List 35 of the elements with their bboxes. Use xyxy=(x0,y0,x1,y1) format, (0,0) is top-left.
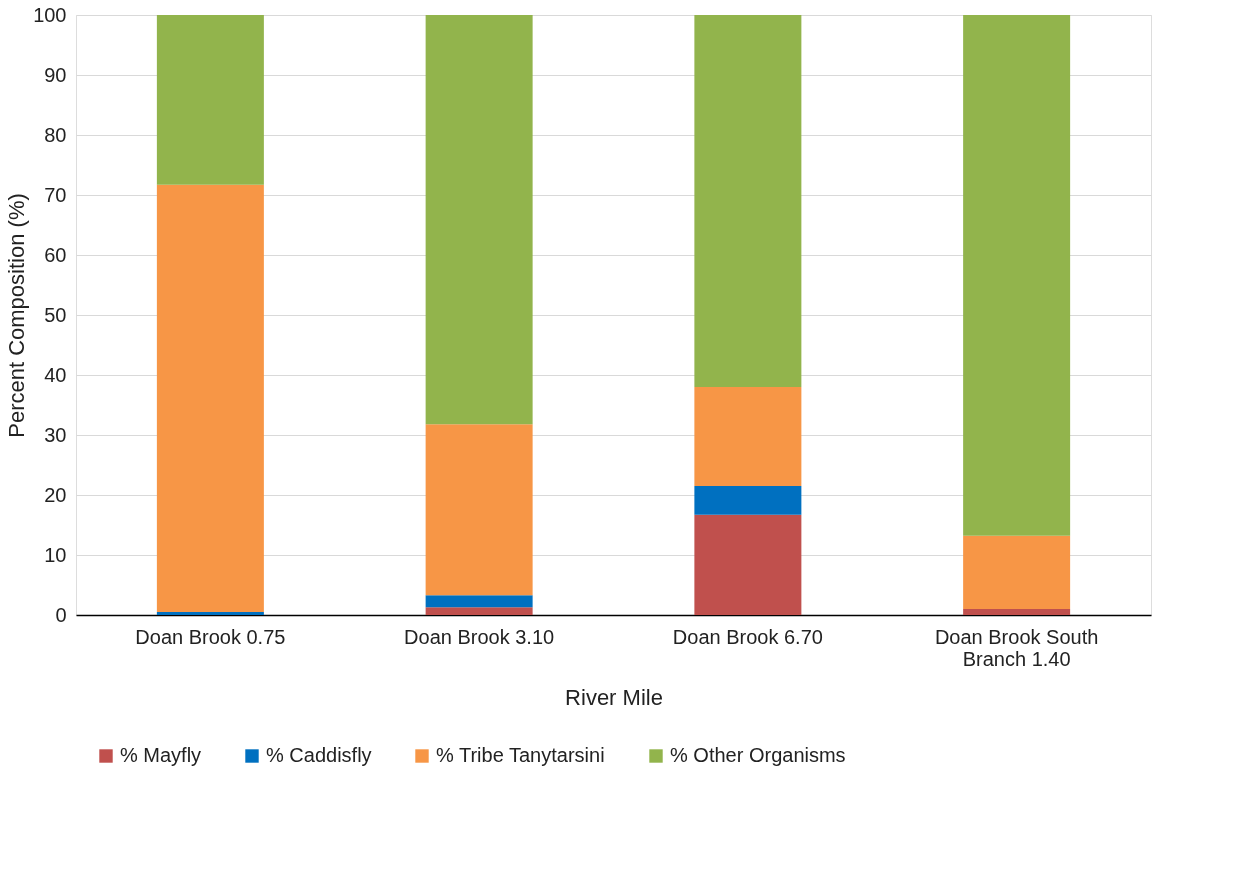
bar xyxy=(694,486,802,515)
y-tick-label: 10 xyxy=(44,543,67,566)
y-tick-label: 100 xyxy=(33,3,67,26)
y-tick-label: 30 xyxy=(44,423,67,446)
y-tick-label: 20 xyxy=(44,483,67,506)
bar xyxy=(694,387,802,486)
bar xyxy=(425,607,533,615)
bar xyxy=(425,595,533,608)
bar xyxy=(425,15,533,425)
legend-label: % Caddisfly xyxy=(266,744,372,766)
bar xyxy=(963,535,1071,609)
bar xyxy=(156,612,264,615)
bar xyxy=(425,424,533,596)
legend-label: % Mayfly xyxy=(120,744,202,766)
bar xyxy=(963,609,1071,615)
x-tick-label: Doan Brook South Branch 1.40 xyxy=(934,625,1099,670)
y-tick-label: 70 xyxy=(44,183,67,206)
bar xyxy=(156,184,264,612)
bar xyxy=(963,15,1071,536)
bar xyxy=(694,514,802,615)
bar xyxy=(156,15,264,185)
y-tick-label: 0 xyxy=(55,603,67,626)
y-axis-title: Percent Composition (%) xyxy=(4,193,30,438)
legend-label: % Other Organisms xyxy=(670,744,846,766)
x-tick-label: Doan Brook 0.75 xyxy=(135,625,286,648)
legend-label: % Tribe Tanytarsini xyxy=(436,744,605,766)
x-tick-label: Doan Brook 6.70 xyxy=(672,625,823,648)
x-axis-title: River Mile xyxy=(565,684,663,710)
y-tick-label: 90 xyxy=(44,63,67,86)
bar xyxy=(694,15,802,387)
y-tick-label: 60 xyxy=(44,243,67,266)
x-tick-label: Doan Brook 3.10 xyxy=(404,625,555,648)
y-tick-label: 80 xyxy=(44,123,67,146)
y-tick-label: 40 xyxy=(44,363,67,386)
y-tick-label: 50 xyxy=(44,303,67,326)
